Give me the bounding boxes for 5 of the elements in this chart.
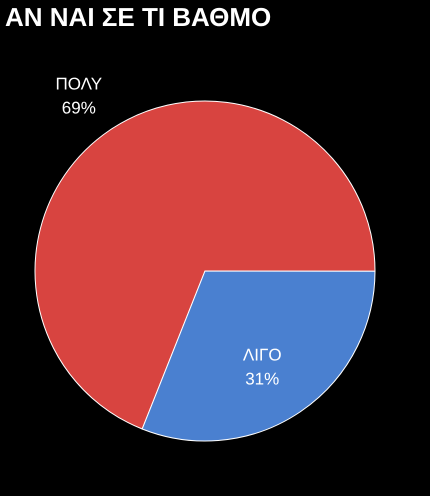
slice-label: ΛΙΓΟ — [242, 345, 282, 364]
chart-title: ΑΝ ΝΑΙ ΣΕ ΤΙ ΒΑΘΜΟ — [5, 2, 272, 32]
data-label: 31% — [245, 369, 280, 388]
slice-label: ΠΟΛΥ — [55, 74, 102, 94]
data-label: 69% — [62, 98, 96, 118]
